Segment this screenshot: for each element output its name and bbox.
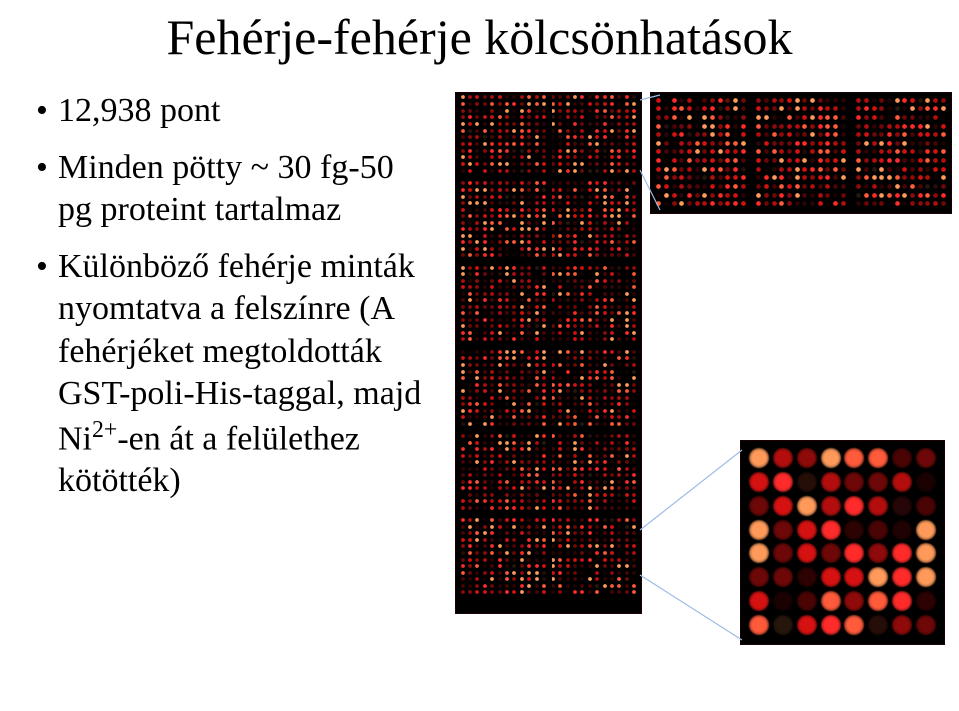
bullet-3: Különböző fehérje minták nyomtatva a fel…	[36, 246, 428, 503]
bullet-3-sup: 2+	[92, 417, 117, 443]
bullet-1: 12,938 pont	[36, 90, 428, 133]
slide: Fehérje-fehérje kölcsönhatások 12,938 po…	[0, 0, 959, 711]
bullet-1-text: 12,938 pont	[58, 92, 220, 129]
bullet-2: Minden pötty ~ 30 fg-50 pg proteint tart…	[36, 147, 428, 232]
bullet-2-text: Minden pötty ~ 30 fg-50 pg proteint tart…	[58, 149, 394, 229]
callout-line-zoom-b	[640, 575, 742, 640]
slide-title: Fehérje-fehérje kölcsönhatások	[40, 8, 919, 66]
callout-line-zoom-a	[640, 450, 742, 530]
bullet-list: 12,938 pont Minden pötty ~ 30 fg-50 pg p…	[18, 90, 428, 517]
protein-chip-zoom	[740, 440, 945, 645]
protein-chip-main	[455, 92, 642, 614]
protein-chip-top-strip	[650, 92, 952, 214]
